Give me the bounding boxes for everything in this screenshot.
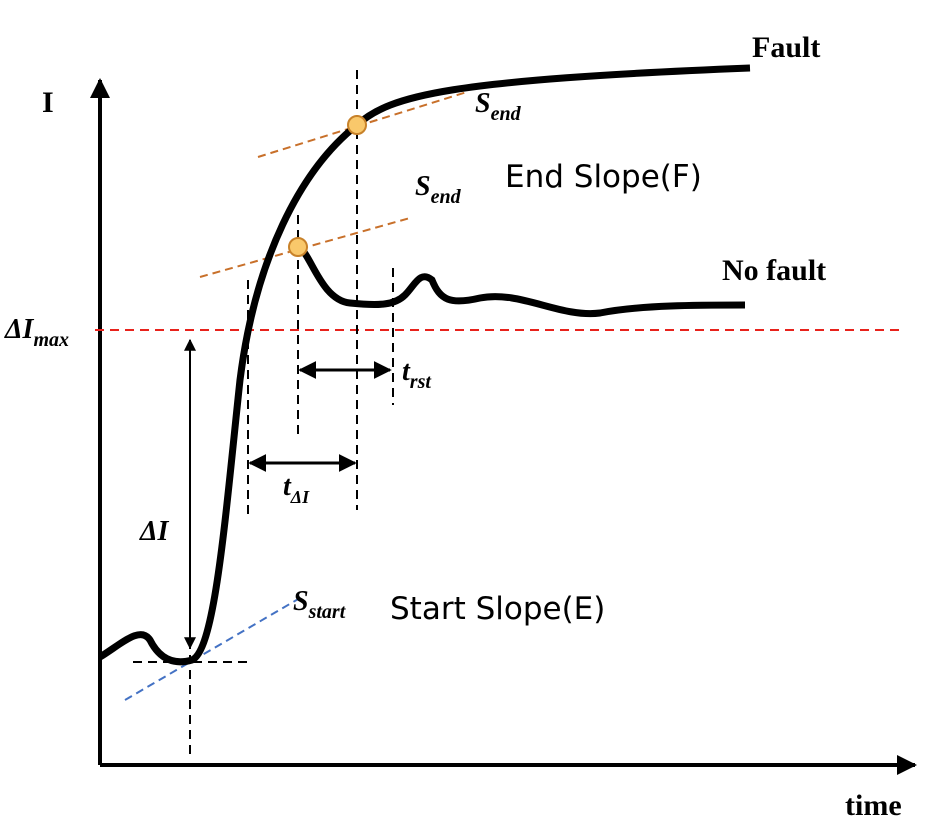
tangent-point	[347, 115, 367, 135]
end-slope-label: End Slope(F)	[505, 159, 702, 195]
s-end-label: Send	[475, 88, 522, 125]
t-rst-label: trst	[402, 356, 432, 393]
delta-i-max-label: ΔImax	[4, 314, 69, 351]
fault-label: Fault	[752, 31, 820, 64]
start-slope-label: Start Slope(E)	[390, 591, 605, 627]
s-end-label: Send	[415, 171, 462, 208]
x-axis-label: time	[845, 789, 902, 822]
tangent	[124, 597, 301, 701]
delta-i-label: ΔI	[139, 516, 170, 547]
t-delta-i-label: tΔI	[283, 471, 310, 507]
tangent-point	[288, 237, 308, 257]
s-start-label: Sstart	[293, 586, 347, 623]
fault-curve	[98, 64, 751, 666]
no-fault-curve	[296, 243, 746, 318]
y-axis-label: I	[42, 86, 54, 119]
no-fault-label: No fault	[722, 254, 826, 287]
